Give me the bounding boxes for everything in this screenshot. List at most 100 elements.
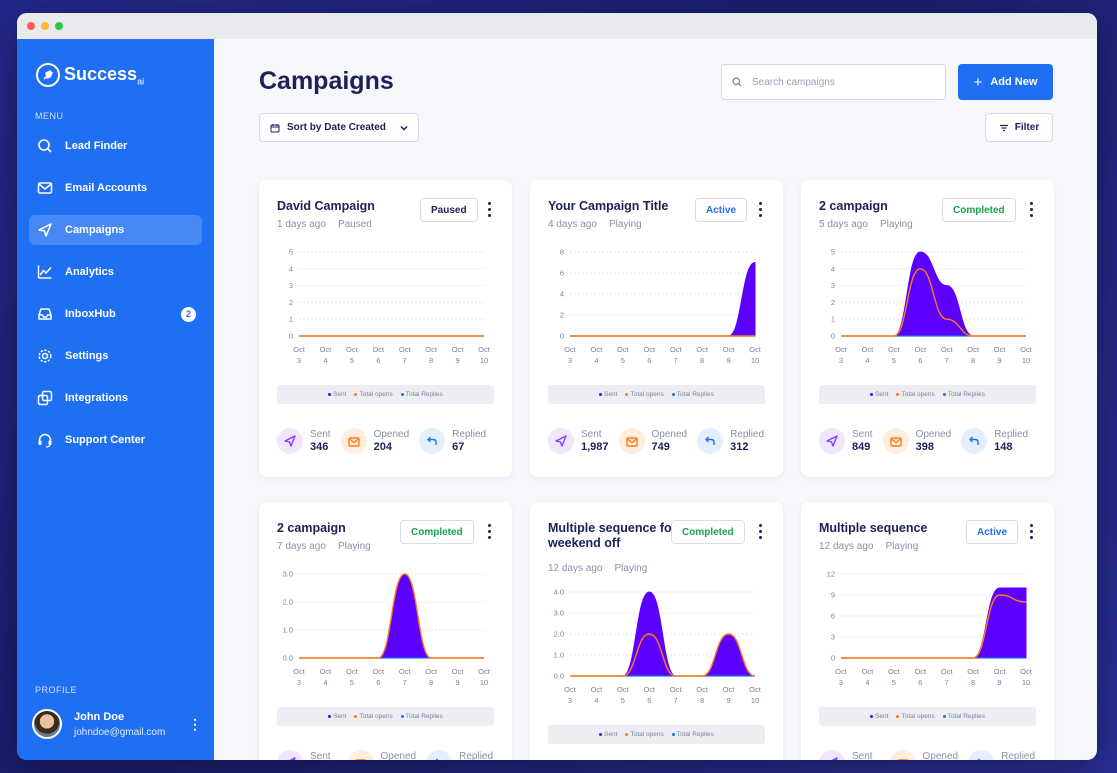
search-placeholder: Search campaigns	[752, 76, 835, 88]
x-tick-label: Oct 9	[994, 345, 1007, 364]
y-tick-label: 1.0	[283, 626, 293, 635]
close-window-button[interactable]	[27, 22, 35, 30]
search-input[interactable]: Search campaigns	[721, 64, 946, 100]
stat-sent: Sent2,450	[819, 750, 880, 760]
sidebar-item-lead-finder[interactable]: Lead Finder	[29, 131, 202, 161]
chart-legend: Sent Total opens Total Replies	[277, 385, 494, 404]
legend-replies: Total Replies	[671, 391, 714, 398]
campaign-card[interactable]: Your Campaign Title 4 days ago Playing Acti…	[530, 180, 783, 477]
stat-opened: Opened 398	[882, 428, 952, 454]
maximize-window-button[interactable]	[55, 22, 63, 30]
gear-icon	[37, 348, 53, 364]
sidebar: Successai MENU Lead Finder Email Accounts…	[17, 39, 214, 760]
kebab-menu-icon[interactable]	[759, 202, 763, 217]
stat-value: 204	[373, 441, 392, 453]
y-tick-label: 3.0	[283, 570, 293, 579]
minimize-window-button[interactable]	[41, 22, 49, 30]
campaign-state: Playing	[614, 563, 648, 574]
stat-value: 1,987	[581, 441, 609, 453]
y-tick-label: 3	[289, 281, 293, 290]
sidebar-item-settings[interactable]: Settings	[29, 341, 202, 371]
kebab-menu-icon[interactable]	[488, 202, 492, 217]
stat-value: 749	[651, 441, 670, 453]
stat-label: Opened	[915, 429, 952, 440]
status-badge[interactable]: Completed	[400, 520, 474, 544]
x-tick-label: Oct 9	[452, 667, 465, 686]
sidebar-item-label: Support Center	[65, 434, 146, 446]
y-tick-label: 3.0	[554, 609, 564, 618]
sidebar-item-email-accounts[interactable]: Email Accounts	[29, 173, 202, 203]
x-tick-label: Oct 3	[293, 345, 306, 364]
legend-sent: Sent	[870, 391, 888, 398]
kebab-menu-icon[interactable]	[759, 524, 763, 539]
sort-dropdown[interactable]: Sort by Date Created	[259, 113, 419, 142]
campaign-title[interactable]: Your Campaign Title	[548, 199, 669, 213]
sidebar-item-label: Analytics	[65, 266, 114, 278]
series-opens-line	[299, 573, 484, 659]
campaign-title[interactable]: 2 campaign	[819, 199, 888, 213]
campaign-card[interactable]: Multiple sequence for weekend off 12 days…	[530, 502, 783, 760]
sidebar-nav: Lead Finder Email Accounts Campaigns Analyt…	[29, 131, 202, 467]
campaign-card[interactable]: 2 campaign 7 days ago Playing Completed 0.0 1…	[259, 502, 512, 760]
sidebar-item-inboxhub[interactable]: InboxHub 2	[29, 299, 202, 329]
status-badge[interactable]: Completed	[671, 520, 745, 544]
sidebar-item-support-center[interactable]: Support Center	[29, 425, 202, 455]
x-tick-label: Oct 6	[914, 345, 927, 364]
profile-card[interactable]: John Doe johndoe@gmail.com ⋮	[32, 709, 202, 739]
profile-label: PROFILE	[35, 685, 78, 695]
headset-icon	[37, 432, 53, 448]
campaign-state: Playing	[608, 219, 642, 230]
stat-replied: Replied 312	[697, 428, 764, 454]
status-badge[interactable]: Paused	[420, 198, 478, 222]
campaign-age: 12 days ago	[819, 541, 874, 552]
filter-button[interactable]: Filter	[985, 113, 1053, 142]
stat-opened: Opened 204	[340, 428, 409, 454]
y-tick-label: 0	[831, 332, 835, 341]
y-tick-label: 2	[560, 311, 564, 320]
legend-sent: Sent	[870, 713, 888, 720]
campaign-age: 5 days ago	[819, 219, 868, 230]
x-tick-label: Oct 6	[372, 667, 385, 686]
campaign-card[interactable]: David Campaign 1 days ago Paused Paused 0 1 2 3…	[259, 180, 512, 477]
y-tick-label: 0.0	[554, 672, 564, 681]
add-new-button[interactable]: + Add New	[958, 64, 1053, 100]
campaign-chart: 0 3 6 9 12 Oct 3 Oct 4 Oct 5 Oct 6 Oct 7 Oct 8 Oct 9 Oct 10	[827, 570, 1033, 687]
sidebar-item-integrations[interactable]: Integrations	[29, 383, 202, 413]
status-badge[interactable]: Completed	[942, 198, 1016, 222]
kebab-menu-icon[interactable]	[488, 524, 492, 539]
campaign-title[interactable]: Multiple sequence	[819, 521, 928, 535]
brand-logo[interactable]: Successai	[36, 63, 144, 87]
legend-sent: Sent	[328, 713, 346, 720]
legend-opens: Total opens	[625, 391, 664, 398]
chart-legend: Sent Total opens Total Replies	[548, 725, 765, 744]
stat-label: Replied	[1001, 751, 1036, 760]
kebab-menu-icon[interactable]: ⋮	[188, 715, 202, 732]
status-badge[interactable]: Active	[695, 198, 748, 222]
stat-label: Opened	[651, 429, 688, 440]
y-tick-label: 2.0	[283, 598, 293, 607]
kebab-menu-icon[interactable]	[1030, 524, 1034, 539]
legend-opens: Total opens	[354, 391, 393, 398]
campaign-title[interactable]: 2 campaign	[277, 521, 346, 535]
profile-name: John Doe	[74, 710, 125, 723]
campaign-title[interactable]: Multiple sequence for weekend off	[548, 521, 677, 550]
sidebar-item-analytics[interactable]: Analytics	[29, 257, 202, 287]
sidebar-item-campaigns[interactable]: Campaigns	[29, 215, 202, 245]
campaign-card[interactable]: Multiple sequence 12 days ago Playing Activ…	[801, 502, 1054, 760]
kebab-menu-icon[interactable]	[1030, 202, 1034, 217]
stat-opened: Opened 749	[618, 428, 688, 454]
status-badge[interactable]: Active	[966, 520, 1019, 544]
y-tick-label: 2.0	[554, 630, 564, 639]
x-tick-label: Oct 3	[293, 667, 306, 686]
campaign-title[interactable]: David Campaign	[277, 199, 375, 213]
send-icon	[277, 750, 303, 760]
x-tick-label: Oct 4	[862, 667, 875, 686]
send-icon	[819, 750, 845, 760]
y-tick-label: 4	[289, 264, 293, 273]
brand-suffix: ai	[137, 76, 145, 87]
x-tick-label: Oct 6	[914, 667, 927, 686]
campaign-card[interactable]: 2 campaign 5 days ago Playing Completed 0 1 2 3…	[801, 180, 1054, 477]
integrations-icon	[37, 390, 53, 406]
stat-label: Replied	[994, 429, 1029, 440]
legend-sent: Sent	[599, 731, 617, 738]
